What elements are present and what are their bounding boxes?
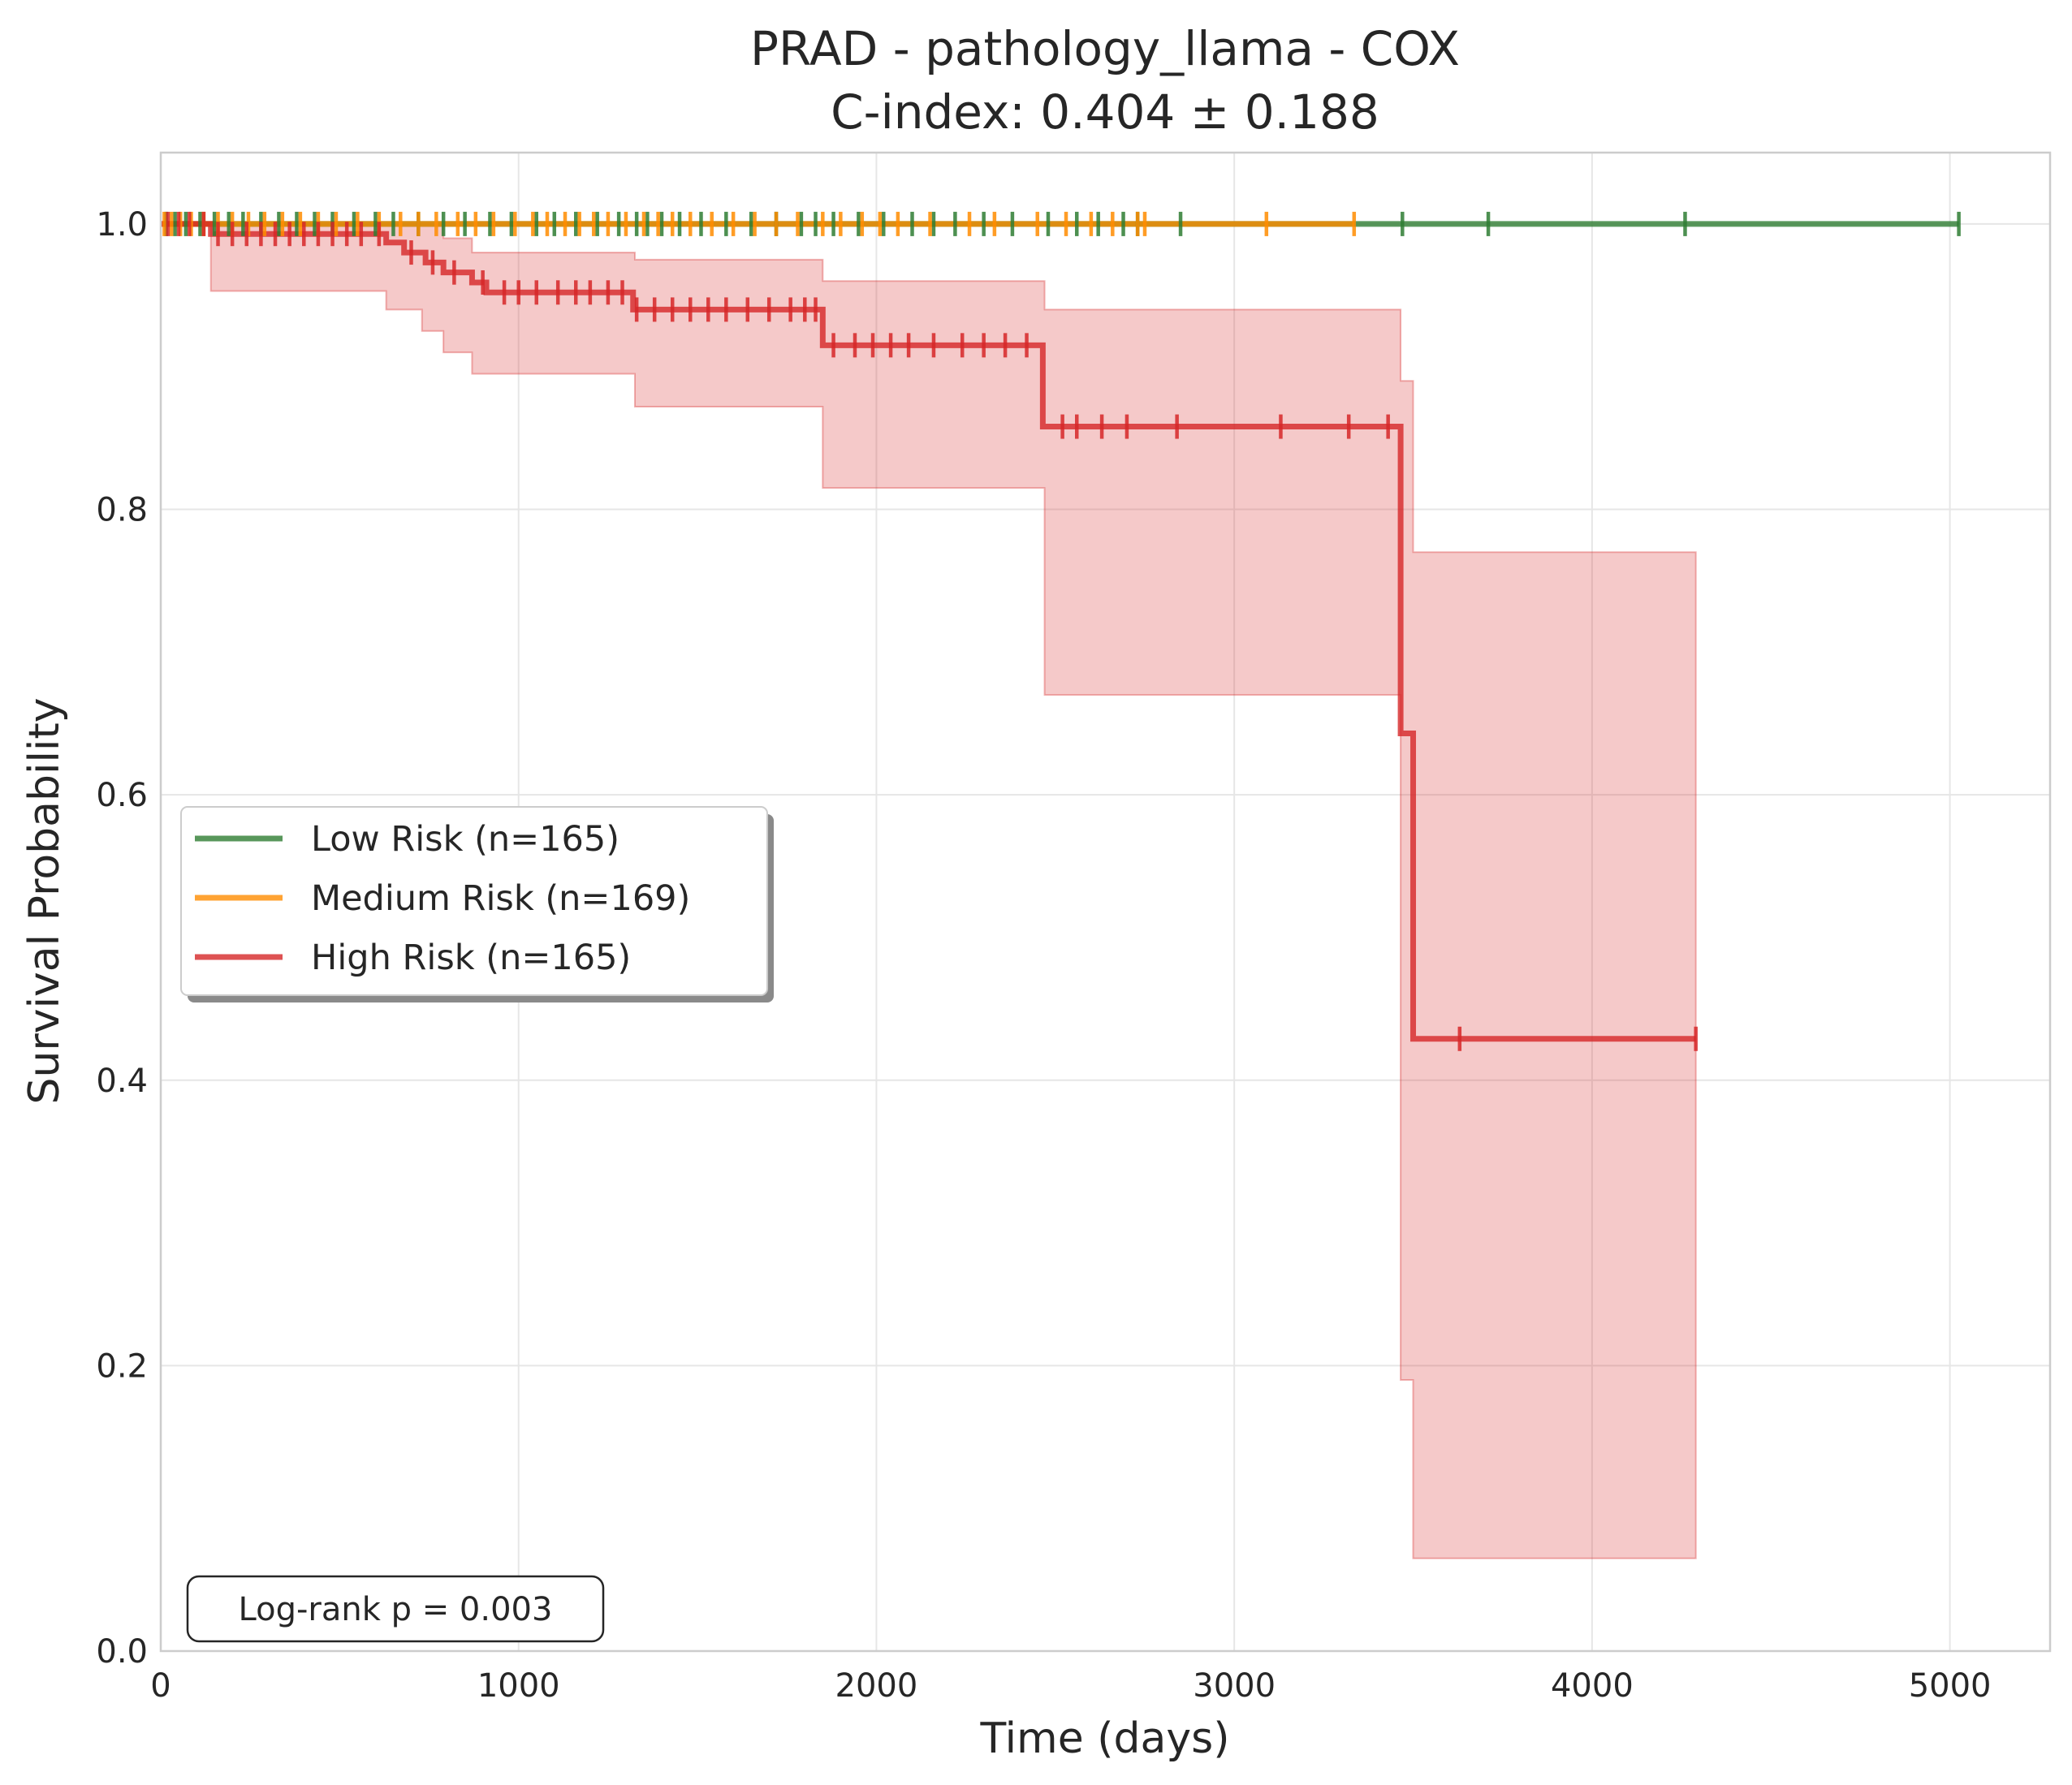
x-tick-label: 3000: [1193, 1667, 1276, 1705]
legend-label-medium-risk: Medium Risk (n=169): [311, 878, 690, 919]
x-tick-label: 4000: [1551, 1667, 1634, 1705]
survival-curve-high-risk: [161, 221, 1696, 1042]
axis-ticks: 0 1000 2000 3000 4000 5000 0.0 0.2 0.4 0.6 0.8 1.0: [96, 206, 1991, 1705]
y-tick-label: 0.2: [96, 1347, 148, 1385]
chart-title: PRAD - pathology_llama - COX: [750, 21, 1460, 76]
confidence-bands: [161, 222, 1697, 1559]
ci-band-high-risk: [161, 222, 1697, 1559]
y-tick-label: 0.0: [96, 1633, 148, 1671]
x-axis-label: Time (days): [979, 1714, 1229, 1763]
legend: Low Risk (n=165) Medium Risk (n=169) Hig…: [180, 806, 774, 1002]
annotation-box: [186, 1575, 605, 1643]
x-tick-label: 2000: [835, 1667, 918, 1705]
x-tick-label: 5000: [1909, 1667, 1992, 1705]
logrank-p-value: Log-rank p = 0.003: [239, 1591, 553, 1628]
y-tick-label: 0.4: [96, 1063, 148, 1100]
logrank-annotation: Log-rank p = 0.003: [186, 1575, 605, 1643]
y-tick-label: 1.0: [96, 206, 148, 244]
y-tick-label: 0.8: [96, 492, 148, 529]
y-tick-label: 0.6: [96, 777, 148, 814]
y-axis-label: Survival Probability: [20, 697, 69, 1104]
legend-label-low-risk: Low Risk (n=165): [311, 819, 619, 860]
x-tick-label: 0: [150, 1667, 171, 1705]
x-tick-label: 1000: [477, 1667, 560, 1705]
legend-label-high-risk: High Risk (n=165): [311, 938, 631, 978]
chart-subtitle: C-index: 0.404 ± 0.188: [831, 84, 1379, 140]
plot-frame: [159, 151, 2052, 1653]
legend-box: [180, 806, 768, 996]
censor-marks: [162, 211, 1961, 1051]
